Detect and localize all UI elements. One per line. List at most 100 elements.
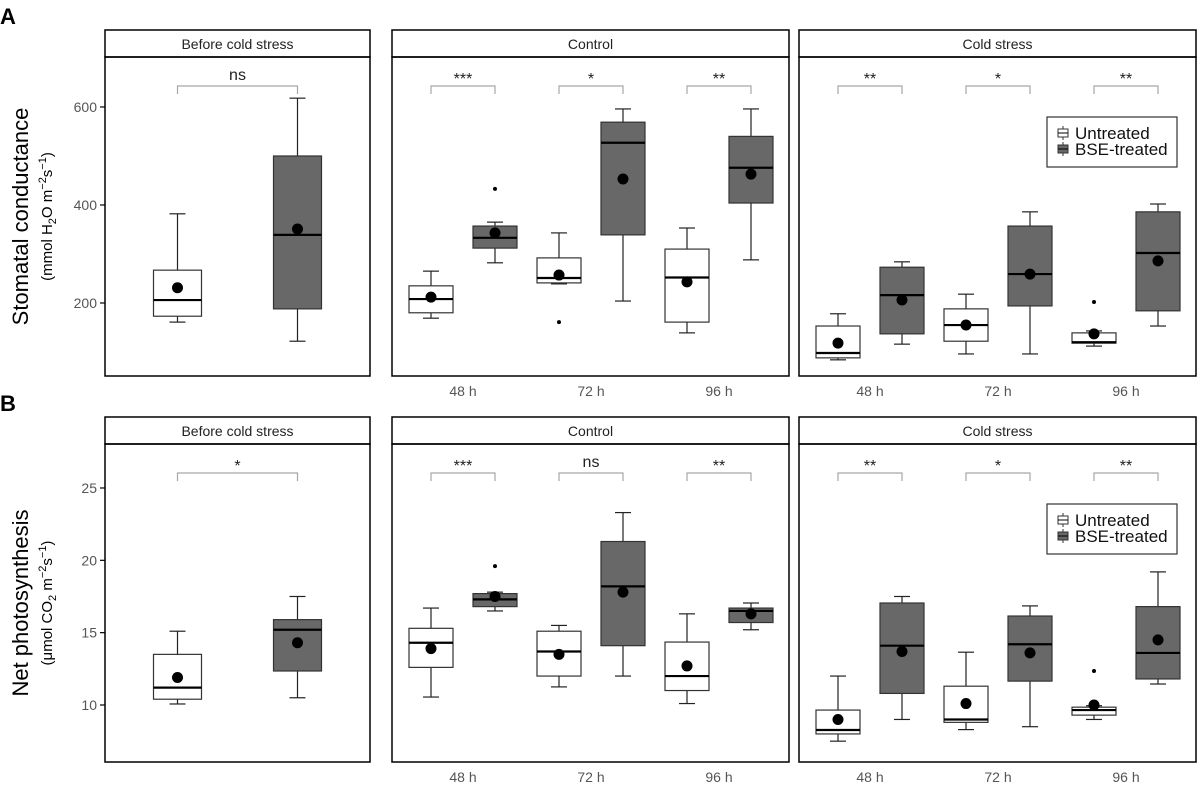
significance-label: ns (229, 67, 246, 84)
facet-strip (391, 416, 790, 445)
outlier-point (493, 564, 497, 569)
group-96h: ** 96 h (1071, 458, 1181, 785)
legend-label: BSE-treated (1075, 527, 1168, 546)
facet-title: Control (568, 36, 613, 52)
group-96h: ** 96 h (1071, 71, 1181, 399)
mean-point (617, 173, 629, 185)
mean-point (425, 291, 437, 303)
significance-bracket (965, 85, 1031, 94)
mean-point (1088, 328, 1100, 340)
y-tick-label: 200 (74, 295, 98, 311)
mean-point (745, 608, 757, 620)
y-axis-units-part: O m (39, 190, 56, 218)
y-axis-units-part: m (39, 578, 56, 595)
x-tick-label: 48 h (449, 769, 476, 785)
box-bse-treated (1135, 203, 1181, 327)
box-bse-treated (728, 602, 774, 631)
box-untreated (664, 227, 710, 334)
mean-point (292, 223, 303, 235)
group-48h: ** 48 h (815, 458, 925, 785)
facet-title: Cold stress (962, 423, 1032, 439)
box-bse-treated (879, 261, 925, 345)
box-untreated (536, 232, 582, 325)
mean-point (553, 648, 565, 660)
box-bse-treated (728, 108, 774, 261)
box-untreated (408, 270, 454, 319)
significance-bracket (558, 85, 624, 94)
significance-label: *** (454, 458, 473, 475)
y-axis-units: (μmol CO2 m−2s−1) (37, 541, 59, 666)
facet-before-cold-stress: Before cold stress ns (104, 29, 371, 377)
outlier-point (1092, 300, 1096, 305)
mean-point (172, 672, 183, 684)
significance-label: * (995, 458, 1001, 475)
box-untreated (943, 651, 989, 731)
facet-control: Control *** 48 h * 72 h ** 96 h (391, 29, 790, 399)
significance-label: ** (713, 71, 725, 88)
box-untreated (664, 613, 710, 705)
y-axis-units-part: ) (39, 152, 56, 157)
mean-point (617, 586, 629, 598)
significance-label: ** (864, 458, 876, 475)
facet-plot-area (104, 443, 371, 763)
box-bse-treated (1135, 571, 1181, 685)
y-axis-units-part: s (39, 170, 56, 178)
facet-plot-area (798, 443, 1197, 763)
significance-label: *** (454, 71, 473, 88)
x-tick-label: 72 h (984, 769, 1011, 785)
box-untreated (943, 293, 989, 355)
mean-point (1152, 634, 1164, 646)
group-72h: * 72 h (943, 71, 1053, 399)
mean-point (489, 590, 501, 602)
panel-letter: B (0, 391, 16, 416)
box-untreated (815, 675, 861, 742)
group-72h: ns 72 h (536, 454, 646, 785)
mean-point (745, 168, 757, 180)
y-tick-label: 20 (81, 552, 97, 568)
box-bse-treated (472, 186, 518, 264)
significance-label: ** (713, 458, 725, 475)
group-48h: ** 48 h (815, 71, 925, 399)
facet-plot-area (391, 443, 790, 763)
mean-point (425, 643, 437, 655)
y-tick-label: 10 (81, 697, 97, 713)
mean-point (172, 282, 183, 294)
box-bse-treated (600, 511, 646, 677)
significance-bracket (430, 85, 496, 94)
facet-plot-area (798, 56, 1197, 377)
facet-plot-area (104, 56, 371, 377)
y-axis-units-part: 2 (47, 218, 59, 224)
facet-title: Control (568, 423, 613, 439)
box-bse-treated (1007, 605, 1053, 728)
box-bse-treated (600, 108, 646, 302)
facet-cold-stress: Cold stress ** 48 h * 72 h ** 96 h UntreatedBSE… (798, 29, 1197, 399)
group-48h: *** 48 h (408, 71, 518, 399)
mean-point (292, 637, 303, 649)
y-tick-label: 25 (81, 480, 97, 496)
y-axis-units-part: 2 (47, 595, 59, 601)
y-axis-units-part: (μmol CO (39, 601, 56, 665)
facet-control: Control *** 48 h ns 72 h ** 96 h (391, 416, 790, 785)
box-bse-treated (472, 564, 518, 612)
y-axis-label: Stomatal conductance (8, 108, 33, 326)
outlier-point (493, 186, 497, 191)
legend-box (1046, 116, 1178, 168)
y-axis-units-part: −2 (37, 566, 49, 579)
significance-label: ** (1120, 71, 1132, 88)
facet-title: Before cold stress (181, 36, 293, 52)
group-72h: * 72 h (536, 71, 646, 399)
x-tick-label: 72 h (984, 383, 1011, 399)
mean-point (896, 294, 908, 306)
x-tick-label: 96 h (1112, 769, 1139, 785)
y-axis-units-part: ) (39, 541, 56, 546)
box-untreated (152, 630, 203, 705)
legend-label: Untreated (1075, 511, 1150, 530)
outlier-point (1092, 668, 1096, 673)
significance-label: ns (583, 454, 600, 471)
box-untreated (408, 607, 454, 698)
group-before: ns (152, 67, 323, 342)
significance-label: ** (864, 71, 876, 88)
